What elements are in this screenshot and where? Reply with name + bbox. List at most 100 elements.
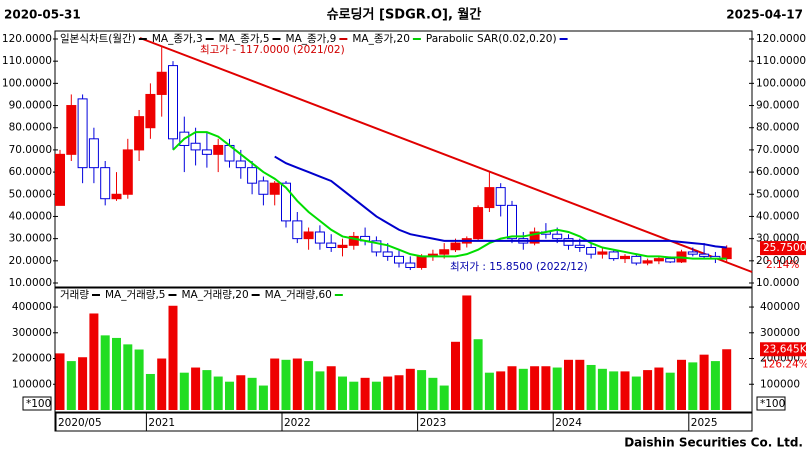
- candle-body: [314, 231, 325, 244]
- last-price: 25.7500: [763, 242, 806, 254]
- last-volume: 23,645K: [763, 343, 807, 355]
- volume-bar: [383, 376, 393, 410]
- volume-bar: [338, 376, 347, 410]
- y-tick-label-right: 110.0000: [756, 55, 806, 67]
- volume-bar: [315, 371, 325, 410]
- y-tick-label: 300000: [12, 327, 52, 339]
- volume-bar: [699, 354, 709, 410]
- y-tick-label-right: 10.0000: [756, 277, 799, 289]
- unit-right: *100: [760, 398, 785, 410]
- volume-bar: [586, 364, 596, 410]
- legend-label: 거래량: [60, 289, 89, 301]
- volume-bar: [462, 295, 472, 410]
- candle-body: [134, 116, 145, 151]
- x-tick-label: 2022: [284, 417, 311, 429]
- high-label: 최고가 - 117.0000 (2021/02): [200, 44, 345, 56]
- candle-body: [201, 149, 212, 155]
- candle-body: [66, 105, 77, 155]
- candle-body: [88, 138, 99, 169]
- y-tick-label: 60.0000: [9, 166, 52, 178]
- y-tick-label-right: 90.0000: [756, 100, 799, 112]
- candle-body: [439, 249, 450, 255]
- y-tick-label: 70.0000: [9, 144, 52, 156]
- legend-label: 일본식차트(월간): [60, 32, 136, 45]
- last-price-box: [760, 241, 806, 256]
- candle-body: [258, 180, 269, 195]
- y-tick-label: 200000: [12, 353, 52, 365]
- ma-line: [274, 155, 727, 249]
- candle-body: [563, 238, 574, 246]
- candle-body: [281, 182, 291, 222]
- y-tick-label: 30.0000: [9, 233, 52, 245]
- y-tick-label-right: 70.0000: [756, 144, 799, 156]
- candle-body: [495, 187, 506, 206]
- y-tick-label-right: 100.0000: [756, 77, 806, 89]
- x-tick-label: 2024: [555, 417, 582, 429]
- volume-bar: [168, 305, 178, 410]
- y-tick-label: 100.0000: [2, 77, 52, 89]
- legend-label: MA_거래량,60: [265, 289, 332, 301]
- candle-body: [168, 65, 178, 140]
- volume-bar: [722, 349, 732, 410]
- y-tick-label: 110.0000: [2, 55, 52, 67]
- volume-bar: [360, 377, 370, 410]
- y-tick-label: 120.0000: [2, 33, 52, 45]
- candle-body: [190, 142, 201, 151]
- volume-bar: [631, 376, 641, 410]
- candle-body: [213, 144, 224, 155]
- volume-bar: [123, 344, 133, 410]
- volume-bar: [145, 373, 155, 410]
- volume-bar: [643, 370, 653, 410]
- candle-body: [653, 258, 664, 262]
- candle-body: [405, 262, 416, 268]
- legend-label: Parabolic SAR(0.02,0.20): [426, 33, 557, 45]
- unit: *100: [26, 398, 51, 410]
- volume-panel: [54, 287, 753, 413]
- volume-bar: [405, 368, 415, 410]
- legend-label: MA_종가,20: [352, 33, 410, 45]
- candle-body: [687, 251, 698, 255]
- y-tick-label: 80.0000: [9, 122, 52, 134]
- candle-body: [416, 255, 427, 268]
- start-date: 2020-05-31: [4, 8, 81, 22]
- candle-body: [371, 240, 382, 253]
- volume-bar: [349, 381, 359, 410]
- volume-bar: [326, 366, 336, 410]
- candle-body: [269, 182, 280, 195]
- legend-label: MA_종가,5: [219, 33, 270, 45]
- volume-bar: [134, 349, 144, 410]
- volume-bar: [541, 366, 551, 410]
- candle-body: [122, 149, 133, 195]
- y-tick-label-right: 400000: [760, 301, 800, 313]
- volume-bar: [609, 371, 619, 410]
- volume-bar: [484, 372, 494, 410]
- ma-line: [172, 131, 727, 260]
- volume-bar: [236, 375, 246, 410]
- volume-bar: [665, 372, 675, 410]
- volume-bar: [575, 359, 585, 410]
- volume-bar: [55, 353, 65, 410]
- candle-body: [552, 233, 563, 240]
- candle-body: [631, 255, 642, 264]
- volume-bar: [66, 361, 76, 410]
- low-label: 최저가 : 15.8500 (2022/12): [450, 261, 588, 273]
- y-tick-label: 90.0000: [9, 100, 52, 112]
- volume-bar: [473, 339, 483, 410]
- x-tick-label: 2023: [420, 417, 447, 429]
- volume-bar: [213, 376, 223, 410]
- legend-label: MA_거래량,20: [181, 289, 248, 301]
- volume-bar: [428, 377, 438, 410]
- y-tick-label-right: 60.0000: [756, 166, 799, 178]
- x-tick-label: 2021: [148, 417, 175, 429]
- volume-bar: [191, 367, 201, 410]
- last-volume-box: [760, 342, 806, 357]
- candle-body: [473, 207, 484, 240]
- candle-body: [450, 242, 461, 251]
- volume-bar: [530, 366, 540, 410]
- volume-bar: [100, 335, 110, 410]
- candle-body: [100, 167, 111, 200]
- end-date: 2025-04-17: [726, 8, 803, 22]
- volume-bar: [451, 341, 460, 410]
- volume-bar: [247, 377, 257, 410]
